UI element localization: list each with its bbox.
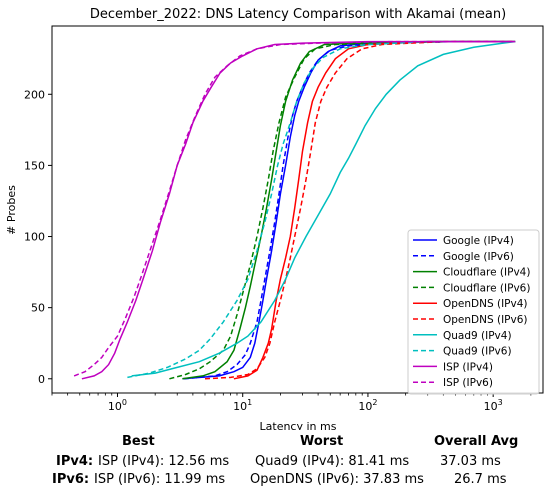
- series-line-google-ipv6: [183, 40, 516, 380]
- overall-header: Overall Avg: [434, 434, 519, 449]
- x-tick-label: 103: [484, 398, 503, 413]
- series-layer: [73, 40, 516, 380]
- x-tick-label: 102: [358, 398, 377, 413]
- series-line-google-ipv4: [182, 40, 516, 380]
- legend: Google (IPv4) Google (IPv6) Cloudflare (IP…: [407, 229, 540, 395]
- worst-header: Worst: [300, 434, 344, 449]
- ipv4-row-label: IPv4:: [56, 454, 93, 469]
- y-tick-label: 0: [38, 373, 45, 386]
- ipv4-label: IPv4:: [56, 454, 94, 469]
- x-axis-label: Latency in ms: [260, 420, 337, 430]
- ipv6-best: ISP (IPv6): 11.99 ms: [94, 472, 226, 487]
- ipv4-overall: 37.03 ms: [440, 454, 501, 469]
- series-line-isp-ipv6: [73, 40, 516, 377]
- x-tick-label: 101: [233, 398, 252, 413]
- series-line-opendns-ipv4: [233, 40, 516, 380]
- legend-label-cloudflare-ipv4: Cloudflare (IPv4): [443, 267, 530, 279]
- legend-label-isp-ipv4: ISP (IPv4): [443, 361, 493, 373]
- ipv6-label: IPv6:: [52, 472, 90, 487]
- x-tick-label: 100: [108, 398, 127, 413]
- ipv4-worst: Quad9 (IPv4): 81.41 ms: [255, 454, 410, 469]
- plot-frame: [51, 25, 544, 394]
- series-line-quad9-ipv4: [131, 40, 516, 377]
- ipv6-row-label: IPv6:: [52, 472, 89, 487]
- axes-layer: 0 50 100 150 200 100 101 102 103: [24, 88, 532, 413]
- series-line-cloudflare-ipv6: [169, 40, 516, 380]
- summary-table: Best Worst Overall Avg IPv4: ISP (IPv4):…: [0, 430, 555, 496]
- legend-label-google-ipv6: Google (IPv6): [443, 251, 514, 263]
- y-axis-label: # Probes: [5, 185, 18, 235]
- ipv6-worst: OpenDNS (IPv6): 37.83 ms: [250, 472, 424, 487]
- ipv4-best: ISP (IPv4): 12.56 ms: [98, 454, 230, 469]
- legend-label-cloudflare-ipv6: Cloudflare (IPv6): [443, 282, 530, 294]
- legend-label-opendns-ipv4: OpenDNS (IPv4): [443, 298, 528, 310]
- y-tick-label: 50: [31, 302, 45, 315]
- legend-frame: [407, 229, 540, 395]
- legend-label-opendns-ipv6: OpenDNS (IPv6): [443, 314, 528, 326]
- series-line-cloudflare-ipv4: [182, 40, 516, 380]
- legend-label-quad9-ipv4: Quad9 (IPv4): [443, 330, 512, 342]
- chart-title: December_2022: DNS Latency Comparison wi…: [90, 7, 506, 22]
- y-tick-label: 100: [24, 231, 45, 244]
- latency-chart: December_2022: DNS Latency Comparison wi…: [5, 7, 544, 430]
- best-header: Best: [122, 434, 155, 449]
- legend-label-quad9-ipv6: Quad9 (IPv6): [443, 346, 512, 358]
- ipv6-overall: 26.7 ms: [454, 472, 507, 487]
- legend-label-google-ipv4: Google (IPv4): [443, 235, 514, 247]
- legend-label-isp-ipv6: ISP (IPv6): [443, 377, 493, 389]
- series-line-opendns-ipv6: [204, 40, 516, 380]
- y-tick-label: 200: [24, 88, 45, 101]
- y-tick-label: 150: [24, 159, 45, 172]
- series-line-quad9-ipv6: [127, 40, 516, 379]
